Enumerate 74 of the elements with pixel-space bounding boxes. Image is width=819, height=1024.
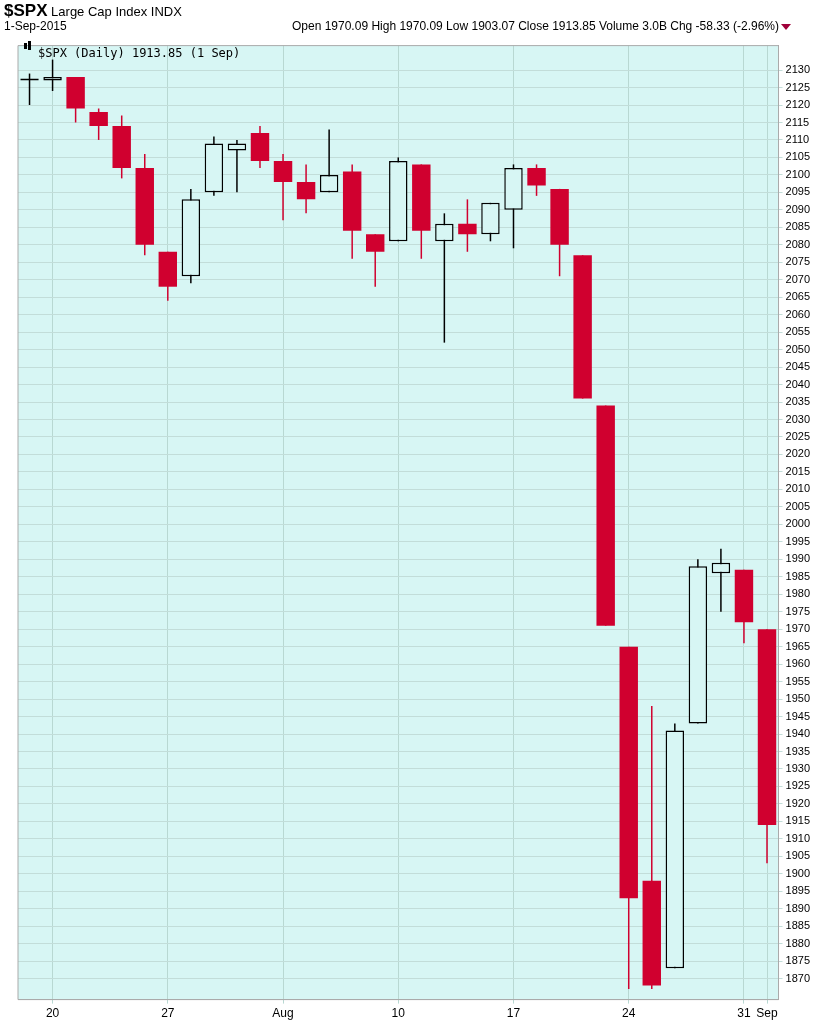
text: Open 1970.09 High 1970.09 Low 1903.07 Close 1913.85 Volume 3.0B Chg -58.33 (-2.96%) [291, 19, 779, 33]
y-tick-label: 2030 [785, 412, 811, 425]
y-tick-label: 2040 [785, 377, 811, 390]
y-tick-label: 1975 [785, 604, 811, 617]
y-tick-label: 2120 [785, 98, 811, 111]
y-tick-label: 2005 [785, 499, 811, 512]
y-tick-label: 1910 [785, 831, 811, 844]
x-tick-label: Aug [272, 1006, 294, 1021]
y-tick-label: 1965 [785, 639, 811, 652]
y-tick-label: 1990 [785, 552, 811, 565]
candlestick [89, 107, 108, 141]
y-tick-label: 1945 [785, 709, 811, 722]
y-tick-label: 2070 [785, 272, 811, 285]
y-tick-label: 2130 [785, 63, 811, 76]
y-tick-label: 1905 [785, 849, 811, 862]
y-tick-label: 1915 [785, 814, 811, 827]
y-tick-label: 1920 [785, 796, 811, 809]
y-tick-label: 2015 [785, 464, 811, 477]
y-tick-label: 1985 [785, 569, 811, 582]
y-tick-label: 2090 [785, 202, 811, 215]
y-tick-label: 1955 [785, 674, 811, 687]
y-tick-label: 1960 [785, 657, 811, 670]
y-tick-label: 2125 [785, 80, 811, 93]
y-tick-label: 1890 [785, 901, 811, 914]
y-tick-label: 2050 [785, 342, 811, 355]
y-tick-label: 1980 [785, 587, 811, 600]
y-tick-label: 1930 [785, 761, 811, 774]
candlestick [435, 212, 454, 344]
candlestick [296, 163, 316, 215]
y-tick-label: 1885 [785, 919, 811, 932]
y-tick-label: 1870 [785, 971, 811, 984]
candlestick [227, 139, 247, 194]
chart-title: $SPX Large Cap Index INDX [4, 1, 182, 21]
y-tick-label: 1875 [785, 954, 811, 967]
x-tick-label: 20 [45, 1006, 60, 1021]
x-tick-label: Sep [756, 1006, 778, 1021]
x-tick-label: 27 [161, 1006, 175, 1021]
candlestick [711, 548, 731, 613]
y-tick-label: 2115 [785, 115, 810, 128]
y-tick-label: 2035 [785, 395, 811, 408]
y-tick-label: 2105 [785, 150, 811, 163]
y-tick-label: 2100 [785, 167, 811, 180]
candlestick [527, 163, 546, 197]
annotation: $SPX (Daily) 1913.85 (1 Sep) [38, 45, 241, 60]
y-tick-label: 1935 [785, 744, 811, 757]
y-tick-label: 2110 [785, 132, 810, 145]
y-tick-label: 2025 [785, 430, 811, 443]
y-tick-label: 1970 [785, 622, 811, 635]
y-tick-label: 2065 [785, 290, 811, 303]
y-tick-label: 2020 [785, 447, 811, 460]
y-tick-label: 2085 [785, 220, 811, 233]
candlestick [458, 198, 477, 253]
chart-subtitle: 1-Sep-2015 [4, 19, 67, 33]
x-tick-label: 24 [622, 1006, 636, 1021]
x-tick-label: 10 [391, 1006, 406, 1021]
y-tick-label: 2060 [785, 307, 811, 320]
y-tick-label: 2010 [785, 482, 811, 495]
y-tick-label: 1995 [785, 534, 811, 547]
candlestick [273, 153, 293, 222]
y-tick-label: 2000 [785, 517, 811, 530]
y-tick-label: 1940 [785, 727, 811, 740]
candlestick [366, 233, 385, 288]
x-tick-label: 31 [737, 1006, 751, 1021]
y-tick-label: 2080 [785, 237, 811, 250]
y-tick-label: 2095 [785, 185, 811, 198]
y-tick-label: 1895 [785, 884, 811, 897]
y-tick-label: 2075 [785, 255, 811, 268]
y-tick-label: 2055 [785, 325, 811, 338]
y-tick-label: 1925 [785, 779, 811, 792]
x-tick-label: 17 [506, 1006, 521, 1021]
y-tick-label: 1950 [785, 692, 811, 705]
y-tick-label: 1880 [785, 936, 811, 949]
y-tick-label: 1900 [785, 866, 811, 879]
y-tick-label: 2045 [785, 360, 811, 373]
